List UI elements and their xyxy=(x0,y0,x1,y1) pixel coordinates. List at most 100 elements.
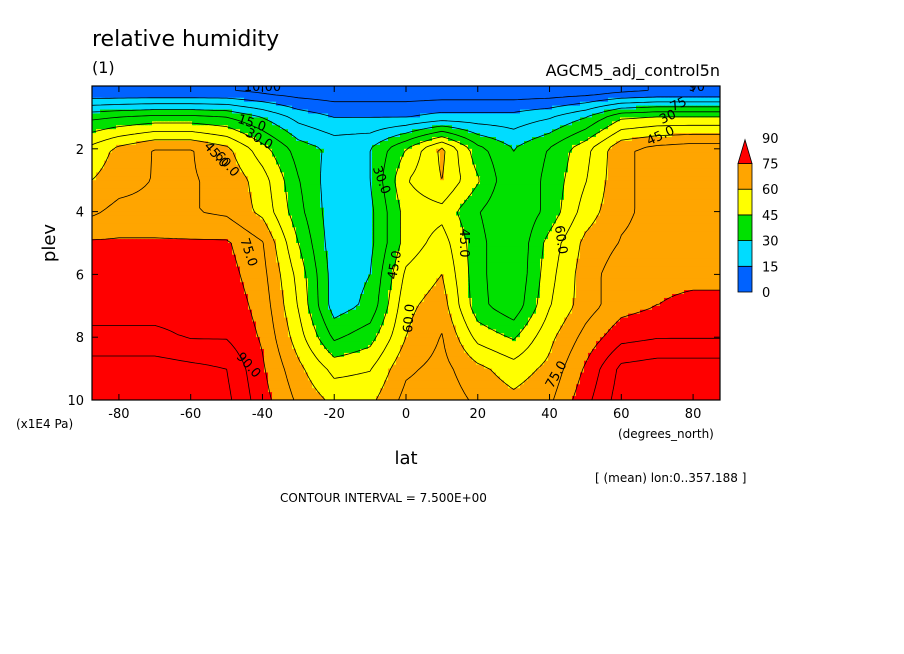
contour-fill-cell xyxy=(500,101,505,107)
contour-fill-cell xyxy=(204,137,209,142)
contour-fill-cell xyxy=(340,207,345,213)
contour-fill-cell xyxy=(240,148,245,154)
contour-fill-cell xyxy=(608,140,613,146)
contour-fill-cell xyxy=(652,125,657,130)
contour-fill-cell xyxy=(324,129,329,134)
contour-fill-cell xyxy=(144,152,149,158)
contour-fill-cell xyxy=(456,148,461,154)
contour-fill-cell xyxy=(688,180,693,185)
contour-fill-cell xyxy=(112,86,117,91)
contour-fill-cell xyxy=(276,93,281,99)
contour-fill-cell xyxy=(148,164,153,170)
contour-fill-cell xyxy=(404,180,409,185)
contour-fill-cell xyxy=(196,160,201,166)
contour-fill-cell xyxy=(208,180,213,185)
contour-fill-cell xyxy=(588,93,593,99)
contour-fill-cell xyxy=(532,86,537,91)
contour-fill-cell xyxy=(392,86,397,91)
contour-fill-cell xyxy=(168,93,173,99)
contour-fill-cell xyxy=(104,117,109,122)
contour-fill-cell xyxy=(432,168,437,173)
contour-fill-cell xyxy=(548,184,553,189)
contour-fill-cell xyxy=(416,93,421,99)
contour-fill-cell xyxy=(568,93,573,99)
contour-fill-cell xyxy=(688,195,693,201)
contour-fill-cell xyxy=(276,101,281,107)
contour-fill-cell xyxy=(672,86,677,91)
contour-fill-cell xyxy=(704,137,709,142)
contour-fill-cell xyxy=(356,117,361,122)
contour-fill-cell xyxy=(632,195,637,201)
contour-fill-cell xyxy=(132,137,137,142)
contour-fill-cell xyxy=(636,148,641,154)
contour-fill-cell xyxy=(492,152,497,158)
contour-fill-cell xyxy=(604,129,609,134)
contour-fill-cell xyxy=(164,105,169,111)
contour-fill-cell xyxy=(652,117,657,122)
contour-fill-cell xyxy=(244,113,249,118)
contour-fill-cell xyxy=(520,140,525,146)
contour-fill-cell xyxy=(464,152,469,158)
contour-fill-cell xyxy=(276,156,281,162)
contour-fill-cell xyxy=(372,113,377,118)
contour-fill-cell xyxy=(316,164,321,170)
contour-fill-cell xyxy=(552,86,557,91)
contour-fill-cell xyxy=(360,137,365,142)
contour-fill-cell xyxy=(596,109,601,115)
contour-fill-cell xyxy=(352,164,357,170)
contour-fill-cell xyxy=(536,148,541,154)
contour-fill-cell xyxy=(396,101,401,107)
contour-fill-cell xyxy=(128,109,133,115)
contour-fill-cell xyxy=(348,113,353,118)
contour-fill-cell xyxy=(628,113,633,118)
contour-fill-cell xyxy=(460,168,465,173)
contour-fill-cell xyxy=(424,101,429,107)
contour-fill-cell xyxy=(96,101,101,107)
contour-fill-cell xyxy=(520,121,525,126)
contour-fill-cell xyxy=(588,129,593,134)
contour-fill-cell xyxy=(428,180,433,185)
contour-fill-cell xyxy=(336,93,341,99)
contour-fill-cell xyxy=(688,188,693,193)
contour-fill-cell xyxy=(352,129,357,134)
contour-fill-cell xyxy=(456,199,461,205)
contour-fill-cell xyxy=(332,203,337,209)
contour-fill-cell xyxy=(488,188,493,193)
contour-fill-cell xyxy=(408,207,413,213)
contour-fill-cell xyxy=(200,93,205,99)
contour-fill-cell xyxy=(420,156,425,162)
contour-fill-cell xyxy=(656,140,661,146)
contour-fill-cell xyxy=(92,180,97,185)
contour-fill-cell xyxy=(248,180,253,185)
contour-fill-cell xyxy=(108,86,113,91)
contour-fill-cell xyxy=(560,184,565,189)
contour-fill-cell xyxy=(308,140,313,146)
contour-fill-cell xyxy=(168,172,173,177)
contour-fill-cell xyxy=(244,168,249,173)
contour-fill-cell xyxy=(508,101,513,107)
contour-fill-cell xyxy=(460,140,465,146)
contour-fill-cell xyxy=(272,164,277,170)
contour-fill-cell xyxy=(444,101,449,107)
contour-fill-cell xyxy=(548,89,553,95)
contour-fill-cell xyxy=(220,172,225,177)
contour-fill-cell xyxy=(252,199,257,205)
contour-fill-cell xyxy=(568,144,573,150)
contour-fill-cell xyxy=(380,86,385,91)
contour-fill-cell xyxy=(324,121,329,126)
contour-fill-cell xyxy=(580,195,585,201)
contour-fill-cell xyxy=(664,86,669,91)
contour-fill-cell xyxy=(584,129,589,134)
contour-fill-cell xyxy=(364,164,369,170)
contour-fill-cell xyxy=(204,121,209,126)
contour-fill-cell xyxy=(404,129,409,134)
contour-fill-cell xyxy=(696,176,701,181)
contour-fill-cell xyxy=(480,101,485,107)
contour-fill-cell xyxy=(476,172,481,177)
contour-fill-cell xyxy=(152,195,157,201)
contour-fill-cell xyxy=(308,184,313,189)
contour-fill-cell xyxy=(256,156,261,162)
contour-fill-cell xyxy=(504,176,509,181)
contour-fill-cell xyxy=(276,180,281,185)
contour-fill-cell xyxy=(712,97,717,103)
